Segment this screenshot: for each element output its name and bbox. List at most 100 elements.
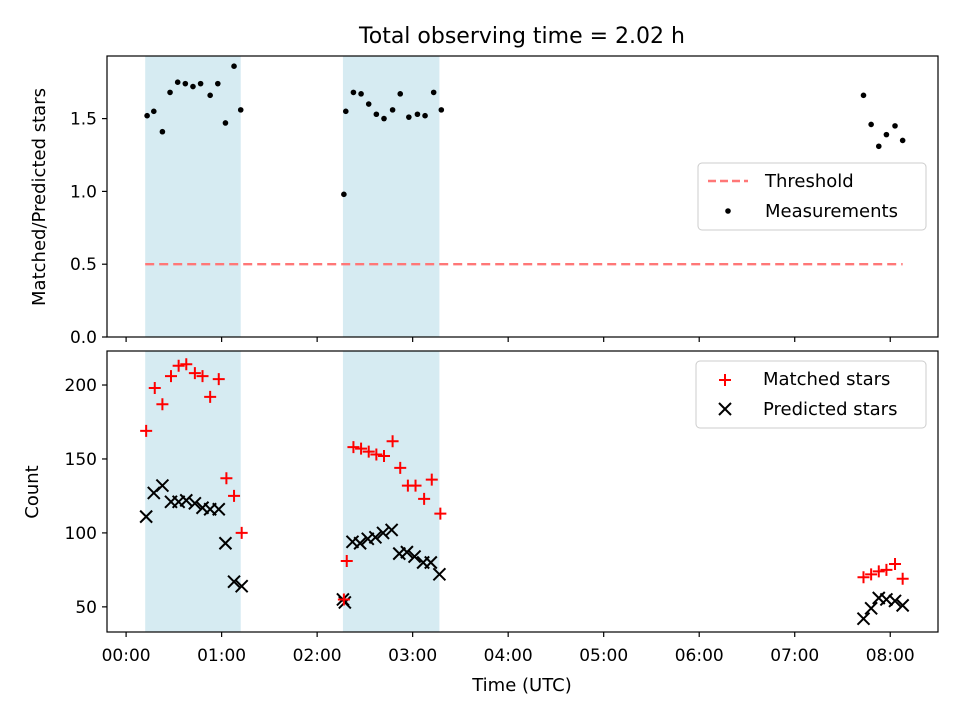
measurement-point xyxy=(389,107,396,113)
measurement-point xyxy=(215,80,221,87)
legend-matched-swatch xyxy=(719,374,731,386)
matched-star-point xyxy=(188,367,201,380)
measurement-point xyxy=(159,128,166,135)
matched-star-point xyxy=(872,565,885,578)
measurement-point xyxy=(875,143,882,150)
count-panel: 50 100 150 200 00:00 01:00 02:00 03:00 04:00 05:… xyxy=(22,350,939,696)
measurement-point xyxy=(373,111,380,118)
matched-star-point xyxy=(347,441,360,454)
y-axis-ticks-top: 0.0 0.5 1.0 1.5 xyxy=(70,110,107,348)
matched-star-point xyxy=(156,398,169,411)
legend-top: Threshold Measurements xyxy=(697,162,927,231)
ratio-y-tick-label: 1.5 xyxy=(70,110,97,130)
measurement-point xyxy=(174,79,181,86)
legend-predicted-swatch xyxy=(718,402,732,416)
ratio-y-tick-label: 0.0 xyxy=(70,328,97,348)
y-axis-ticks-bottom: 50 100 150 200 xyxy=(65,376,107,618)
measurement-point xyxy=(430,89,437,96)
predicted-star-point xyxy=(218,536,233,550)
count-y-tick-label: 100 xyxy=(65,524,97,544)
x-axis-label: Time (UTC) xyxy=(471,675,572,696)
matched-star-point xyxy=(228,489,241,502)
matched-star-point xyxy=(148,381,161,394)
predicted-star-point xyxy=(368,530,383,545)
predicted-star-point xyxy=(188,496,202,511)
x-tick-label: 05:00 xyxy=(579,646,628,666)
matched-star-point xyxy=(355,442,368,455)
legend-bottom: Matched stars Predicted stars xyxy=(695,360,927,429)
predicted-star-point xyxy=(895,598,910,613)
ratio-panel: 0.0 0.5 1.0 1.5 Matched/Predicted stars Thr… xyxy=(29,55,939,348)
predicted-star-point xyxy=(864,601,878,616)
matched-star-point xyxy=(204,390,217,403)
measurement-point xyxy=(381,115,387,122)
matched-star-point xyxy=(172,359,185,372)
measurement-point xyxy=(438,107,445,113)
matched-star-point xyxy=(340,555,353,568)
observing-window-0 xyxy=(145,56,241,337)
predicted-star-point xyxy=(139,509,153,524)
measurement-point xyxy=(151,108,157,115)
x-tick-label: 00:00 xyxy=(102,646,151,666)
x-tick-label: 07:00 xyxy=(770,646,819,666)
legend-predicted-label: Predicted stars xyxy=(763,399,897,420)
predicted-star-point xyxy=(400,545,414,559)
x-tick-label: 03:00 xyxy=(388,646,437,666)
predicted-star-point xyxy=(856,611,871,626)
measurement-point xyxy=(422,112,428,119)
legend-threshold-label: Threshold xyxy=(764,171,854,192)
legend-measurements-label: Measurements xyxy=(765,201,898,222)
matched-star-point xyxy=(857,571,870,584)
observing-windows-bottom xyxy=(145,351,440,632)
measurement-point xyxy=(190,83,196,90)
count-plot-frame xyxy=(106,350,939,633)
measurement-point xyxy=(237,107,244,113)
measurement-point xyxy=(860,92,867,99)
matched-star-point xyxy=(434,507,447,520)
predicted-star-point xyxy=(432,567,447,582)
matched-star-point xyxy=(418,492,431,505)
matched-star-point xyxy=(212,373,225,386)
count-y-tick-label: 50 xyxy=(75,598,97,618)
measurement-point xyxy=(899,137,906,144)
measurement-point xyxy=(144,112,150,119)
predicted-star-point xyxy=(384,523,399,537)
matched-star-point xyxy=(220,472,233,485)
matched-star-point xyxy=(425,473,438,486)
y-axis-label-count: Count xyxy=(22,465,43,518)
legend-box-top xyxy=(697,162,927,231)
matched-star-point xyxy=(378,450,390,463)
x-axis-ticks-bottom: 00:00 01:00 02:00 03:00 04:00 05:00 06:00 07:00… xyxy=(102,632,915,666)
matched-star-point xyxy=(140,424,153,437)
matched-star-point xyxy=(337,593,350,606)
predicted-star-point xyxy=(376,526,390,540)
predicted-star-point xyxy=(234,579,249,593)
observing-window-0 xyxy=(145,351,241,632)
predicted-star-point xyxy=(407,549,422,564)
measurement-point xyxy=(358,91,364,97)
measurement-point xyxy=(222,120,229,126)
measurement-point xyxy=(350,89,357,96)
measurement-points xyxy=(144,63,906,198)
measurement-point xyxy=(365,101,372,107)
ratio-plot-frame xyxy=(106,55,939,338)
matched-star-point xyxy=(896,572,909,585)
observing-windows-top xyxy=(145,56,440,337)
x-axis-ticks-top xyxy=(125,337,891,342)
measurement-point xyxy=(207,92,213,99)
measurement-point xyxy=(342,108,349,115)
measurement-point xyxy=(231,63,237,69)
matched-star-point xyxy=(386,435,399,448)
x-tick-label: 06:00 xyxy=(675,646,724,666)
predicted-star-point xyxy=(179,493,193,508)
matched-star-point xyxy=(889,557,902,570)
matched-star-point xyxy=(180,358,193,371)
matched-star-point xyxy=(196,370,209,383)
predicted-star-point xyxy=(212,502,226,516)
chart-title: Total observing time = 2.02 h xyxy=(358,24,685,49)
matched-star-point xyxy=(880,563,893,576)
ratio-y-tick-label: 0.5 xyxy=(70,255,97,275)
measurement-point xyxy=(197,80,204,87)
matched-star-point xyxy=(164,370,177,383)
